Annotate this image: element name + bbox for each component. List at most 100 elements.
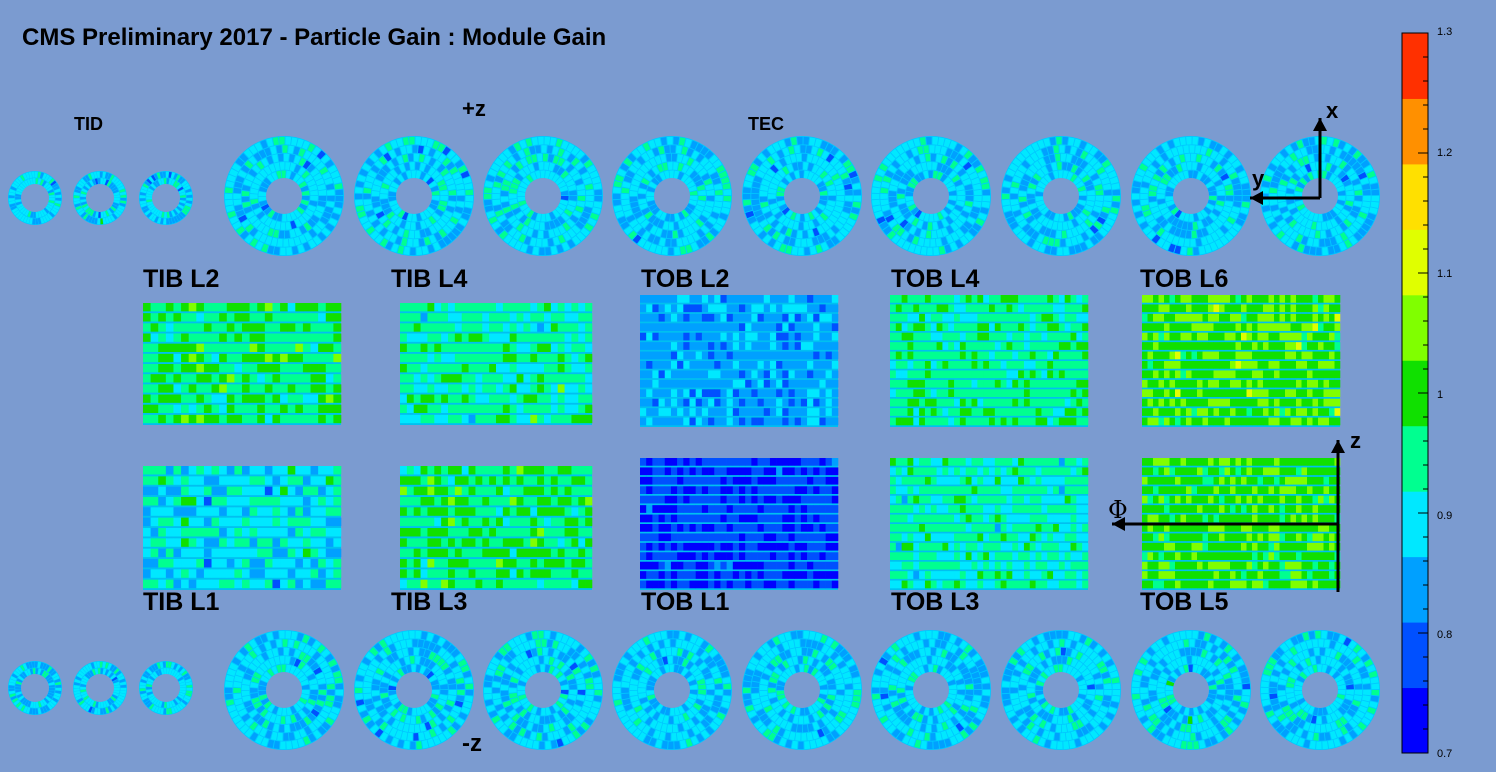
disk-module [86,671,93,678]
disk-module [631,206,641,214]
disk-module [664,145,670,154]
disk-module [538,630,544,639]
barrel-module [441,333,449,342]
disk-module [649,225,658,235]
disk-module [289,229,296,238]
disk-module [428,709,437,719]
disk-module [545,213,551,222]
disk-module [568,694,577,701]
disk-module [78,699,85,706]
disk-module [1187,247,1193,256]
disk-module [289,723,296,732]
disk-module [1225,196,1234,202]
disk-module [164,211,167,218]
disk-module [18,205,25,211]
disk-module [433,726,443,736]
barrel-module [211,313,220,322]
disk-module [572,210,582,219]
disk-module [173,173,178,180]
barrel-module [325,404,334,414]
barrel-module [150,303,159,312]
disk-module [235,669,245,677]
disk-module [1308,229,1316,238]
disk-module [289,656,296,666]
disk-module [678,705,685,715]
disk-module [160,668,165,675]
disk-module [950,222,959,232]
disk-module [576,231,586,242]
barrel-module [468,313,476,322]
disk-module [615,668,624,676]
disk-module [80,686,87,690]
disk-module [16,203,23,209]
disk-module [388,149,397,159]
disk-module [803,630,810,639]
disk-module [463,701,472,709]
disk-module [633,705,643,713]
disk-module [1073,138,1081,148]
disk-module [390,139,398,149]
disk-module [107,663,112,670]
disk-module [1233,690,1242,696]
disk-module [113,200,120,204]
disk-module [954,204,964,212]
disk-module [96,661,100,668]
disk-module [1210,222,1219,232]
barrel-module [280,414,288,424]
barrel-module [150,353,159,363]
disk-module [1062,136,1069,145]
disk-module [375,705,385,713]
disk-module [1292,222,1302,232]
disk-module [1232,223,1242,232]
disk-module [686,215,695,225]
barrel-module [196,414,205,424]
disk-module [687,225,695,235]
disk-module [809,137,816,146]
disk-module [447,200,456,208]
disk-module [557,180,567,189]
disk-module [782,147,790,157]
disk-module [1224,231,1234,242]
barrel-module [427,333,435,342]
disk-module [402,154,409,163]
disk-module [1324,238,1331,247]
disk-module [20,664,26,672]
disk-module [547,732,554,741]
disk-module [553,236,560,246]
disk-module [544,170,551,179]
disk-module [1362,189,1371,196]
tec-disk-top-1-hole [266,178,302,214]
disk-module [649,737,657,747]
disk-module [1067,211,1074,221]
tid-disk-top-1-hole [21,184,49,212]
disk-module [89,209,95,217]
disk-module [712,206,722,214]
disk-module [776,196,785,202]
disk-module [80,199,87,203]
disk-module [519,708,528,718]
disk-module [561,242,570,252]
disk-module [354,193,363,200]
barrel-module [509,303,517,312]
disk-module [980,207,989,215]
disk-module [1326,211,1333,221]
disk-module [923,213,930,222]
disk-module [723,683,732,690]
barrel-module [203,313,212,322]
disk-module [723,690,732,696]
disk-module [253,152,262,162]
disk-module [1026,227,1035,237]
disk-module [881,181,890,189]
disk-module [258,680,268,687]
disk-module [48,688,55,691]
disk-module [37,171,41,179]
disk-module [378,639,388,649]
disk-module [1362,683,1371,690]
disk-module [662,162,668,171]
disk-module [267,721,275,731]
disk-module [566,647,576,657]
disk-module [844,196,853,202]
disk-module [510,697,519,704]
disk-module [532,740,539,749]
barrel-module [310,404,319,414]
